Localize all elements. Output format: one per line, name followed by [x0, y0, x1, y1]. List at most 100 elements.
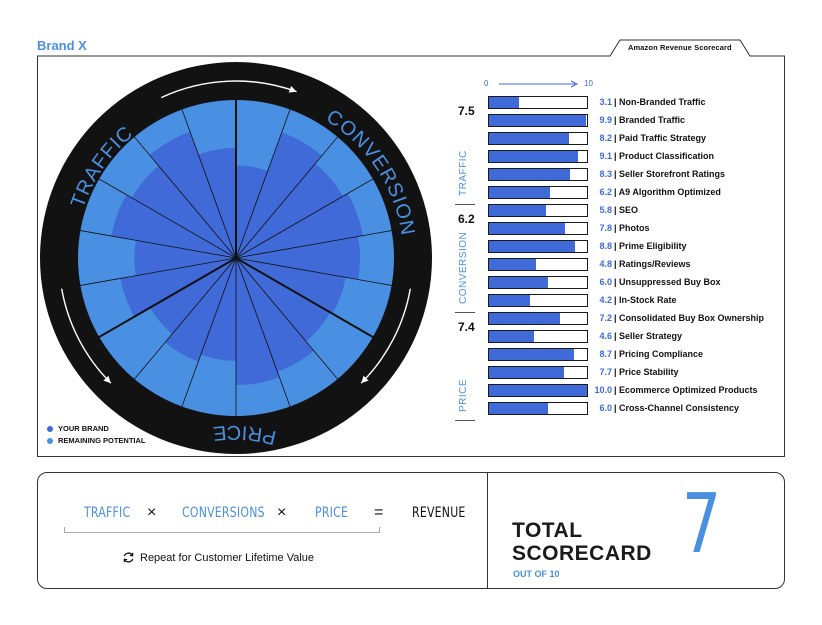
bar-label: | Seller Storefront Ratings: [614, 169, 726, 179]
formula-times: ×: [277, 504, 287, 521]
bar-value: 6.2: [599, 187, 612, 197]
bar-row: [488, 384, 588, 397]
wheel-spoke: [235, 257, 291, 407]
wheel-spoke: [134, 257, 237, 380]
bar-value: 4.6: [599, 331, 612, 341]
bar-track: [488, 258, 588, 271]
bar-label: | In-Stock Rate: [614, 295, 677, 305]
bar-fill: [489, 133, 570, 144]
bar-row: [488, 402, 588, 415]
bar-label: | Seller Strategy: [614, 331, 683, 341]
bar-fill: [489, 259, 537, 270]
scorecard-tab-title: Amazon Revenue Scorecard: [628, 43, 732, 52]
bar-track: [488, 240, 588, 253]
bar-label: | Non-Branded Traffic: [614, 97, 706, 107]
bar-label: | Paid Traffic Strategy: [614, 133, 707, 143]
bar-label: | Cross-Channel Consistency: [614, 403, 740, 413]
group-name-conversion: CONVERSION: [458, 231, 469, 304]
wheel-slice: [236, 193, 363, 258]
wheel-spoke: [181, 257, 237, 407]
group-score-traffic: 7.5: [458, 104, 475, 118]
bar-fill: [489, 241, 576, 252]
bar-value: 9.9: [599, 115, 612, 125]
bar-value: 7.2: [599, 313, 612, 323]
wheel-slice: [236, 236, 361, 280]
bar-value: 8.3: [599, 169, 612, 179]
bar-value: 7.8: [599, 223, 612, 233]
total-scorecard-title: TOTAL SCORECARD: [512, 519, 652, 565]
wheel-spoke: [80, 257, 237, 286]
bar-track: [488, 348, 588, 361]
wheel-slice: [131, 165, 236, 258]
wheel-slice: [236, 132, 322, 258]
ring-arrow-left: [60, 288, 112, 384]
bar-value: 9.1: [599, 151, 612, 161]
wheel-slice: [236, 165, 268, 258]
bar-label: | Consolidated Buy Box Ownership: [614, 313, 765, 323]
bar-track: [488, 132, 588, 145]
bar-label: | Product Classification: [614, 151, 715, 161]
refresh-icon: [123, 552, 134, 563]
wheel-spoke: [98, 178, 237, 259]
bar-row: [488, 132, 588, 145]
total-line1: TOTAL: [512, 519, 583, 542]
brand-name: Brand X: [37, 38, 87, 53]
bar-value: 5.8: [599, 205, 612, 215]
bar-track: [488, 366, 588, 379]
bar-track: [488, 168, 588, 181]
legend-your-brand: YOUR BRAND: [47, 424, 109, 433]
bar-value: 10.0: [594, 385, 612, 395]
bar-track: [488, 330, 588, 343]
group-divider: [455, 312, 475, 313]
ring-arrow-right-head: [361, 375, 369, 384]
ring-arrow-top: [160, 80, 297, 99]
wheel-spoke: [134, 136, 237, 259]
bar-value: 4.2: [599, 295, 612, 305]
bar-row: [488, 150, 588, 163]
bar-fill: [489, 403, 548, 414]
bar-label: | Ratings/Reviews: [614, 259, 691, 269]
bar-label: | Pricing Compliance: [614, 349, 704, 359]
bar-fill: [489, 313, 560, 324]
bar-row: [488, 294, 588, 307]
bar-row: [488, 330, 588, 343]
bar-value: 3.1: [599, 97, 612, 107]
bar-fill: [489, 187, 550, 198]
wheel-slice: [111, 194, 236, 258]
formula-price: PRICE: [315, 505, 349, 521]
bar-row: [488, 168, 588, 181]
legend-swatch-remaining: [47, 437, 53, 444]
bar-track: [488, 186, 588, 199]
bar-value: 8.8: [599, 241, 612, 251]
group-name-traffic: TRAFFIC: [458, 150, 469, 196]
group-score-conversion: 6.2: [458, 212, 475, 226]
panel-divider: [487, 472, 488, 589]
bar-track: [488, 402, 588, 415]
repeat-label: Repeat for Customer Lifetime Value: [140, 551, 315, 564]
wheel-slice: [236, 258, 346, 314]
bar-track: [488, 312, 588, 325]
bar-row: [488, 366, 588, 379]
wheel-spoke: [98, 257, 237, 338]
bar-row: [488, 186, 588, 199]
bar-fill: [489, 349, 575, 360]
bar-value: 6.0: [599, 403, 612, 413]
bar-label: | Price Stability: [614, 367, 679, 377]
total-out-of: OUT OF 10: [513, 569, 560, 579]
bar-value: 7.7: [599, 367, 612, 377]
wheel-slice: [236, 258, 280, 386]
bar-fill: [489, 331, 535, 342]
scale-min: 0: [484, 79, 489, 88]
bar-value: 6.0: [599, 277, 612, 287]
formula-panel: [37, 472, 785, 589]
group-score-price: 7.4: [458, 320, 475, 334]
wheel-spoke: [235, 178, 374, 259]
total-line2: SCORECARD: [512, 542, 652, 565]
bar-value: 8.2: [599, 133, 612, 143]
bar-fill: [489, 223, 566, 234]
bar-row: [488, 258, 588, 271]
group-divider: [455, 204, 475, 205]
main-panel: [37, 56, 785, 457]
